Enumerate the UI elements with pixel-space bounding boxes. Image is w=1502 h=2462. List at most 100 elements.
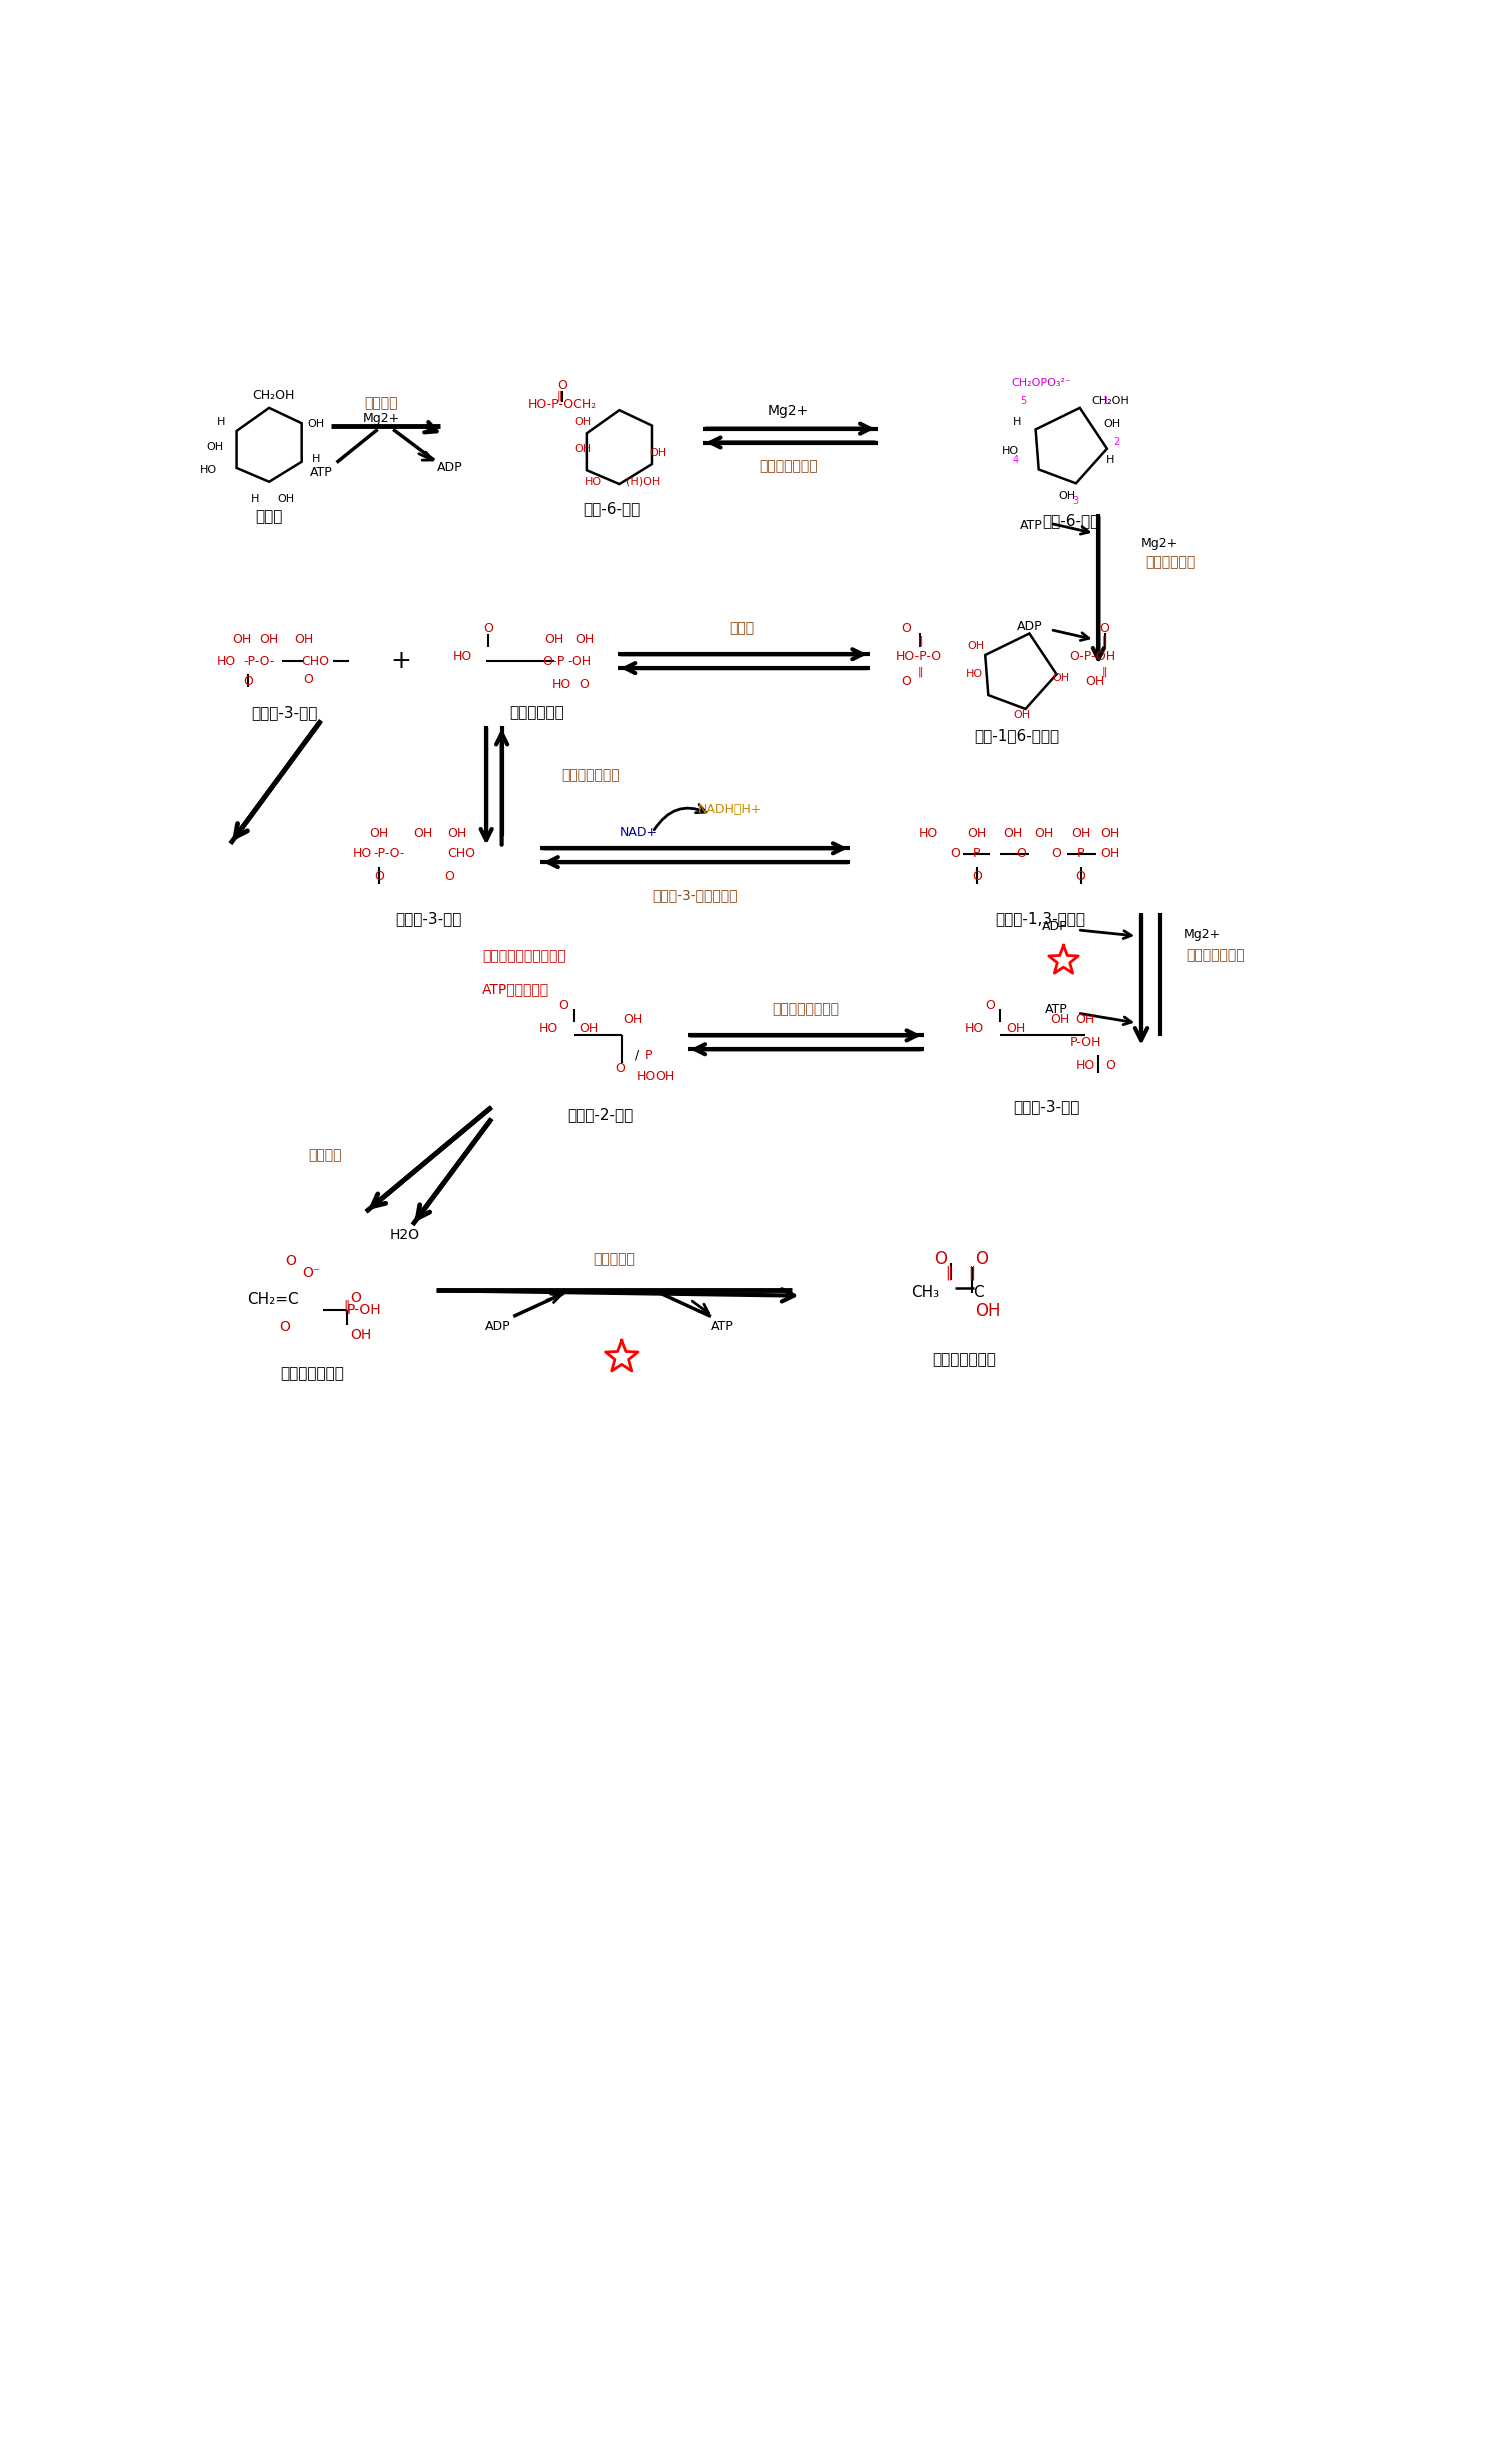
Text: P: P xyxy=(973,847,981,859)
Text: O: O xyxy=(285,1253,296,1268)
Text: OH: OH xyxy=(655,1069,674,1083)
Text: 葡糖-6-磷酸: 葡糖-6-磷酸 xyxy=(583,502,640,517)
Text: O: O xyxy=(243,675,254,689)
Text: HO-P-O: HO-P-O xyxy=(895,650,942,662)
Text: O: O xyxy=(557,379,568,391)
Text: ADP: ADP xyxy=(437,460,463,475)
Text: OH: OH xyxy=(1059,490,1075,500)
Text: 甘油醛-3-磷酸: 甘油醛-3-磷酸 xyxy=(251,704,318,721)
Text: /: / xyxy=(635,1049,640,1061)
Text: 5: 5 xyxy=(1020,396,1026,406)
Text: O: O xyxy=(616,1061,625,1076)
Text: H: H xyxy=(216,416,225,426)
Text: OH: OH xyxy=(369,827,389,840)
Text: ‖: ‖ xyxy=(1102,667,1107,677)
Text: P: P xyxy=(1077,847,1084,859)
Text: OH: OH xyxy=(1035,827,1054,840)
Text: H: H xyxy=(251,495,260,505)
Text: OH: OH xyxy=(1102,419,1120,428)
Text: O: O xyxy=(374,869,385,884)
Text: O: O xyxy=(951,847,960,859)
Text: OH: OH xyxy=(574,443,592,453)
Text: 果糖-1，6-二磷酸: 果糖-1，6-二磷酸 xyxy=(975,729,1059,744)
Text: O: O xyxy=(303,672,312,687)
Text: ATP: ATP xyxy=(309,465,332,480)
Text: +: + xyxy=(391,650,412,672)
Text: CH₃: CH₃ xyxy=(912,1285,940,1300)
Text: O-P-OH: O-P-OH xyxy=(1069,650,1114,662)
Text: 葡萄糖: 葡萄糖 xyxy=(255,510,282,524)
Text: HO: HO xyxy=(200,465,218,475)
Text: ADP: ADP xyxy=(485,1320,511,1332)
Text: O: O xyxy=(279,1320,290,1334)
Text: OH: OH xyxy=(1053,672,1069,682)
Text: OH: OH xyxy=(1101,847,1119,859)
Text: 丙糖磷酸异构酶: 丙糖磷酸异构酶 xyxy=(562,768,620,783)
Text: OH: OH xyxy=(1075,1012,1095,1027)
Text: 注：图中画星号的是有: 注：图中画星号的是有 xyxy=(482,948,566,963)
Text: 甘油酸-1,3-二磷酸: 甘油酸-1,3-二磷酸 xyxy=(996,911,1086,926)
Text: 甘油醛-3-磷酸脱氢酶: 甘油醛-3-磷酸脱氢酶 xyxy=(653,889,737,901)
Text: O: O xyxy=(445,869,454,884)
Text: OH: OH xyxy=(1071,827,1090,840)
Text: Mg2+: Mg2+ xyxy=(768,404,810,419)
Text: CH₂=C: CH₂=C xyxy=(248,1293,299,1307)
Text: 己糖激酶: 己糖激酶 xyxy=(365,396,398,411)
Text: HO: HO xyxy=(966,670,982,680)
Text: 丙酮酸（酮式）: 丙酮酸（酮式） xyxy=(933,1352,996,1366)
Text: OH: OH xyxy=(580,1022,599,1034)
Text: 1: 1 xyxy=(1102,396,1108,406)
Text: HO: HO xyxy=(216,655,236,667)
Text: ADP: ADP xyxy=(1017,620,1042,633)
Text: 磷酸烯醇丙酮酸: 磷酸烯醇丙酮酸 xyxy=(279,1366,344,1381)
Text: HO: HO xyxy=(637,1069,656,1083)
Text: H: H xyxy=(311,453,320,463)
Text: O: O xyxy=(1051,847,1060,859)
Text: 丙酮酸激酶: 丙酮酸激酶 xyxy=(593,1253,635,1265)
Text: OH: OH xyxy=(448,827,466,840)
Text: OH: OH xyxy=(413,827,433,840)
Text: -P-O-: -P-O- xyxy=(243,655,275,667)
Text: ‖: ‖ xyxy=(969,1265,975,1280)
Text: O: O xyxy=(1075,869,1086,884)
Text: CH₂OH: CH₂OH xyxy=(252,389,294,401)
Text: 烯醇化酶: 烯醇化酶 xyxy=(308,1147,341,1162)
Text: O: O xyxy=(976,1251,988,1268)
Text: O: O xyxy=(934,1251,948,1268)
Text: P: P xyxy=(646,1049,653,1061)
Text: 磷酸甘油酸激酶: 磷酸甘油酸激酶 xyxy=(1187,948,1245,963)
Text: OH: OH xyxy=(260,633,279,645)
Text: CHO: CHO xyxy=(302,655,329,667)
Text: 3: 3 xyxy=(1072,495,1078,507)
Text: OH: OH xyxy=(975,1302,1000,1320)
Text: CH₂OH: CH₂OH xyxy=(1090,396,1130,406)
Text: O: O xyxy=(901,620,912,635)
Text: H2O: H2O xyxy=(389,1229,419,1241)
Text: ‖: ‖ xyxy=(344,1300,350,1312)
Text: HO: HO xyxy=(584,478,602,487)
Text: OH: OH xyxy=(1101,827,1119,840)
Text: ‖: ‖ xyxy=(918,635,922,648)
Text: 果糖-6-磷酸: 果糖-6-磷酸 xyxy=(1042,512,1099,527)
Text: ‖: ‖ xyxy=(918,667,922,677)
Text: P-OH: P-OH xyxy=(1069,1037,1101,1049)
Text: P-OH: P-OH xyxy=(347,1302,382,1317)
Text: 醛缩酶: 醛缩酶 xyxy=(730,620,754,635)
Text: HO: HO xyxy=(539,1022,557,1034)
Text: O: O xyxy=(1105,1059,1114,1071)
Text: ‖: ‖ xyxy=(945,1265,952,1280)
Text: O: O xyxy=(580,677,589,692)
Text: HO: HO xyxy=(1002,446,1020,455)
Text: HO-P-OCH₂: HO-P-OCH₂ xyxy=(527,399,596,411)
Text: 2: 2 xyxy=(1113,436,1119,446)
Text: 甘油酸磷酸变位酶: 甘油酸磷酸变位酶 xyxy=(772,1002,840,1017)
Text: OH: OH xyxy=(206,443,224,453)
Text: OH: OH xyxy=(623,1012,643,1027)
Text: 甘油酸-3-磷酸: 甘油酸-3-磷酸 xyxy=(1014,1101,1080,1115)
Text: HO: HO xyxy=(353,847,372,859)
Text: ADP: ADP xyxy=(1042,921,1068,933)
Text: OH: OH xyxy=(967,640,984,650)
Text: HO: HO xyxy=(454,650,473,662)
Text: H: H xyxy=(1105,455,1114,465)
Text: 4: 4 xyxy=(1012,455,1018,465)
